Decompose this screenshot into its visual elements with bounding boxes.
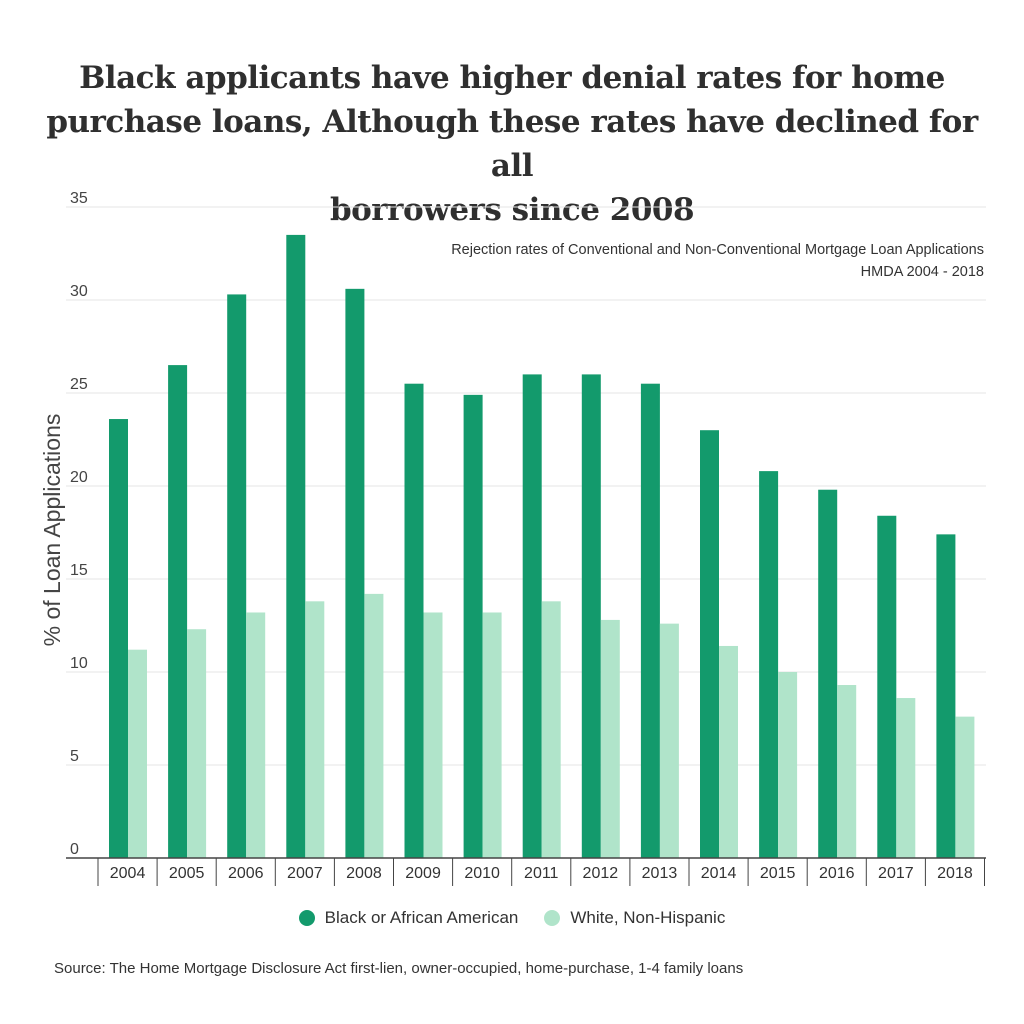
legend: Black or African American White, Non-His… <box>0 908 1024 928</box>
bar-black <box>227 294 247 858</box>
bar-white <box>541 601 561 858</box>
chart-subtitle-line: Rejection rates of Conventional and Non-… <box>451 242 984 258</box>
bar-white <box>896 698 916 858</box>
y-tick-label: 20 <box>70 469 88 486</box>
x-tick-label: 2011 <box>524 865 559 882</box>
bar-white <box>778 672 798 858</box>
x-tick-label: 2018 <box>937 865 973 882</box>
bar-white <box>837 685 857 858</box>
x-tick-label: 2008 <box>346 865 382 882</box>
legend-label: White, Non-Hispanic <box>570 908 726 927</box>
y-tick-label: 5 <box>70 748 79 765</box>
x-tick-label: 2017 <box>878 865 914 882</box>
y-tick-label: 35 <box>70 190 88 207</box>
y-tick-label: 15 <box>70 562 88 579</box>
x-tick-label: 2007 <box>287 865 323 882</box>
legend-swatch-white <box>544 910 561 926</box>
bar-black <box>936 534 956 858</box>
x-tick-label: 2012 <box>583 865 619 882</box>
bar-black <box>700 430 719 858</box>
y-tick-label: 10 <box>70 655 88 672</box>
bar-white <box>600 619 620 858</box>
x-tick-label: 2004 <box>110 865 146 882</box>
chart-title-line: purchase loans, Although these rates hav… <box>46 104 978 184</box>
x-tick-label: 2009 <box>405 865 441 882</box>
bar-black <box>168 365 188 858</box>
x-tick-label: 2016 <box>819 865 855 882</box>
x-tick-label: 2005 <box>169 865 205 882</box>
x-tick-label: 2006 <box>228 865 264 882</box>
bar-white <box>305 601 325 858</box>
legend-swatch-black <box>298 910 315 926</box>
x-tick-label: 2010 <box>464 865 500 882</box>
y-axis-label: % of Loan Applications <box>39 414 65 647</box>
bars <box>109 234 975 859</box>
axes: 0 5 10 15 20 25 30 35 2004 2005 2006 2007 2008 2009 20… <box>66 190 986 886</box>
bar-black <box>759 471 779 858</box>
chart-subtitle-line: HMDA 2004 - 2018 <box>861 264 984 280</box>
bar-white <box>187 629 207 858</box>
bar-black <box>581 374 601 858</box>
x-tick-label: 2014 <box>701 865 737 882</box>
bar-white <box>423 612 443 858</box>
bar-black <box>640 383 660 858</box>
chart-title-line: Black applicants have higher denial rate… <box>79 60 945 96</box>
bar-black <box>463 394 483 858</box>
bar-black <box>286 234 306 858</box>
bar-white <box>246 612 266 858</box>
y-tick-label: 0 <box>70 841 79 858</box>
bar-white <box>482 612 502 858</box>
legend-item-black: Black or African American <box>298 908 519 928</box>
source-note: Source: The Home Mortgage Disclosure Act… <box>54 960 744 977</box>
legend-item-white: White, Non-Hispanic <box>544 908 725 928</box>
y-tick-label: 25 <box>70 376 88 393</box>
bar-white <box>955 716 975 858</box>
legend-label: Black or African American <box>324 908 519 927</box>
bar-chart: 0 5 10 15 20 25 30 35 2004 2005 2006 2007 2008 2009 20… <box>39 190 986 886</box>
y-tick-label: 30 <box>70 283 88 300</box>
bar-black <box>109 419 128 858</box>
chart-title-line: borrowers since 2008 <box>329 192 695 228</box>
x-tick-label: 2013 <box>642 865 678 882</box>
bar-black <box>818 489 838 858</box>
bar-black <box>345 288 365 859</box>
chart-title: Black applicants have higher denial rate… <box>40 56 984 232</box>
bar-white <box>364 593 384 858</box>
bar-white <box>659 623 679 858</box>
bar-white <box>128 649 147 858</box>
bar-black <box>522 374 542 858</box>
bar-black <box>404 383 424 858</box>
bar-white <box>719 645 738 858</box>
bar-black <box>877 515 897 858</box>
x-tick-label: 2015 <box>760 865 796 882</box>
